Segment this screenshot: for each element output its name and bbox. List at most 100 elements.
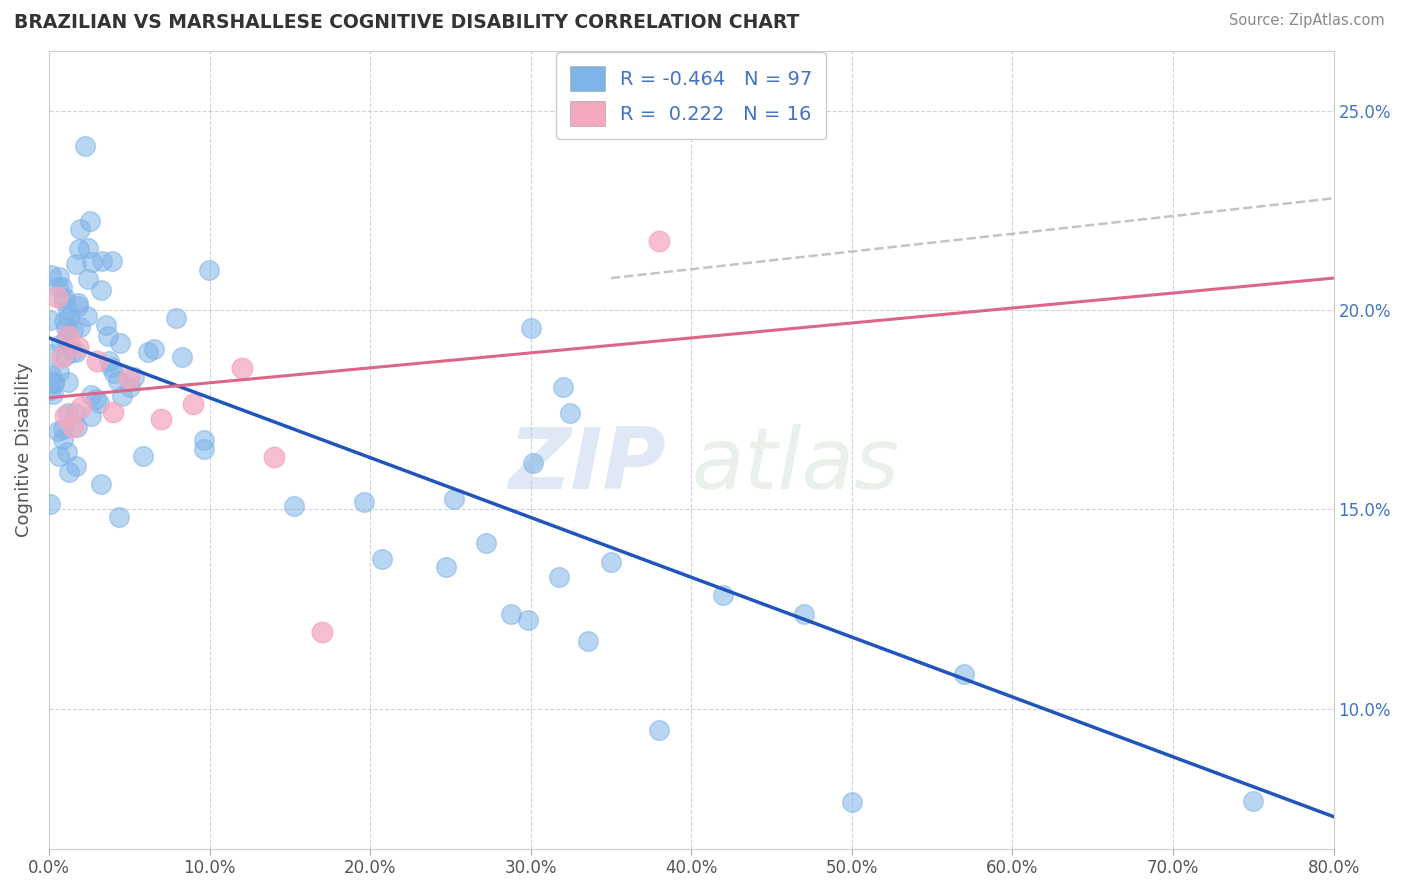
Point [443, 491, 465, 506]
Point [90, 477, 112, 491]
Point [66, 299, 89, 313]
Point [150, 412, 173, 426]
Point [108, 509, 131, 524]
Point [522, 456, 544, 470]
Point [90, 283, 112, 297]
Point [311, 624, 333, 639]
Point [551, 380, 574, 394]
Point [120, 380, 142, 394]
Point [576, 633, 599, 648]
Point [97, 329, 120, 343]
Point [46, 279, 69, 293]
Point [172, 351, 194, 365]
Point [56, 406, 79, 420]
Point [53, 409, 76, 424]
Point [62, 323, 84, 337]
Point [143, 342, 166, 356]
Point [548, 570, 571, 584]
Point [56, 445, 79, 459]
Point [39, 312, 62, 326]
Point [59, 338, 82, 352]
Point [371, 551, 394, 566]
Point [63, 406, 86, 420]
Point [51, 350, 73, 364]
Point [56, 375, 79, 389]
Point [48, 365, 70, 379]
Point [76, 310, 98, 324]
Point [53, 350, 76, 364]
Point [198, 262, 221, 277]
Point [516, 613, 538, 627]
Point [118, 371, 141, 385]
Point [79, 214, 101, 228]
Point [49, 337, 72, 351]
Point [648, 234, 671, 248]
Point [67, 242, 90, 256]
Point [793, 607, 815, 621]
Point [69, 222, 91, 236]
Point [42, 376, 65, 390]
Point [108, 335, 131, 350]
Point [48, 269, 70, 284]
Point [283, 499, 305, 513]
Point [55, 321, 77, 335]
Point [80, 255, 103, 269]
Point [501, 607, 523, 621]
Point [713, 588, 735, 602]
Point [44, 375, 66, 389]
Point [52, 433, 75, 447]
Point [52, 293, 75, 307]
Point [46, 290, 69, 304]
Point [86, 354, 108, 368]
Point [65, 345, 87, 359]
Point [52, 422, 75, 436]
Point [66, 295, 89, 310]
Point [80, 387, 103, 401]
Point [66, 420, 89, 434]
Point [558, 406, 581, 420]
Point [101, 254, 124, 268]
Point [46, 424, 69, 438]
Point [80, 409, 103, 423]
Point [70, 400, 93, 414]
Point [131, 449, 153, 463]
Point [475, 536, 498, 550]
Point [55, 333, 77, 347]
Point [100, 360, 122, 375]
Point [193, 433, 215, 447]
Point [66, 340, 89, 354]
Point [52, 314, 75, 328]
Point [39, 368, 62, 382]
Point [87, 396, 110, 410]
Point [107, 374, 129, 388]
Point [62, 420, 84, 434]
Point [953, 666, 976, 681]
Text: ZIP: ZIP [508, 424, 665, 507]
Point [231, 360, 253, 375]
Point [111, 389, 134, 403]
Point [98, 354, 121, 368]
Point [58, 329, 80, 343]
Point [103, 405, 125, 419]
Point [90, 254, 112, 268]
Point [1241, 794, 1264, 808]
Legend: R = -0.464   N = 97, R =  0.222   N = 16: R = -0.464 N = 97, R = 0.222 N = 16 [557, 53, 827, 139]
Point [53, 291, 76, 305]
Point [165, 311, 187, 326]
Point [51, 280, 73, 294]
Point [39, 384, 62, 398]
Point [434, 559, 457, 574]
Point [86, 392, 108, 407]
Point [58, 465, 80, 479]
Point [122, 369, 145, 384]
Point [353, 494, 375, 508]
Point [65, 458, 87, 473]
Point [193, 442, 215, 456]
Point [136, 344, 159, 359]
Point [183, 397, 205, 411]
Point [841, 795, 863, 809]
Point [73, 138, 96, 153]
Y-axis label: Cognitive Disability: Cognitive Disability [15, 362, 32, 537]
Point [39, 268, 62, 282]
Point [65, 257, 87, 271]
